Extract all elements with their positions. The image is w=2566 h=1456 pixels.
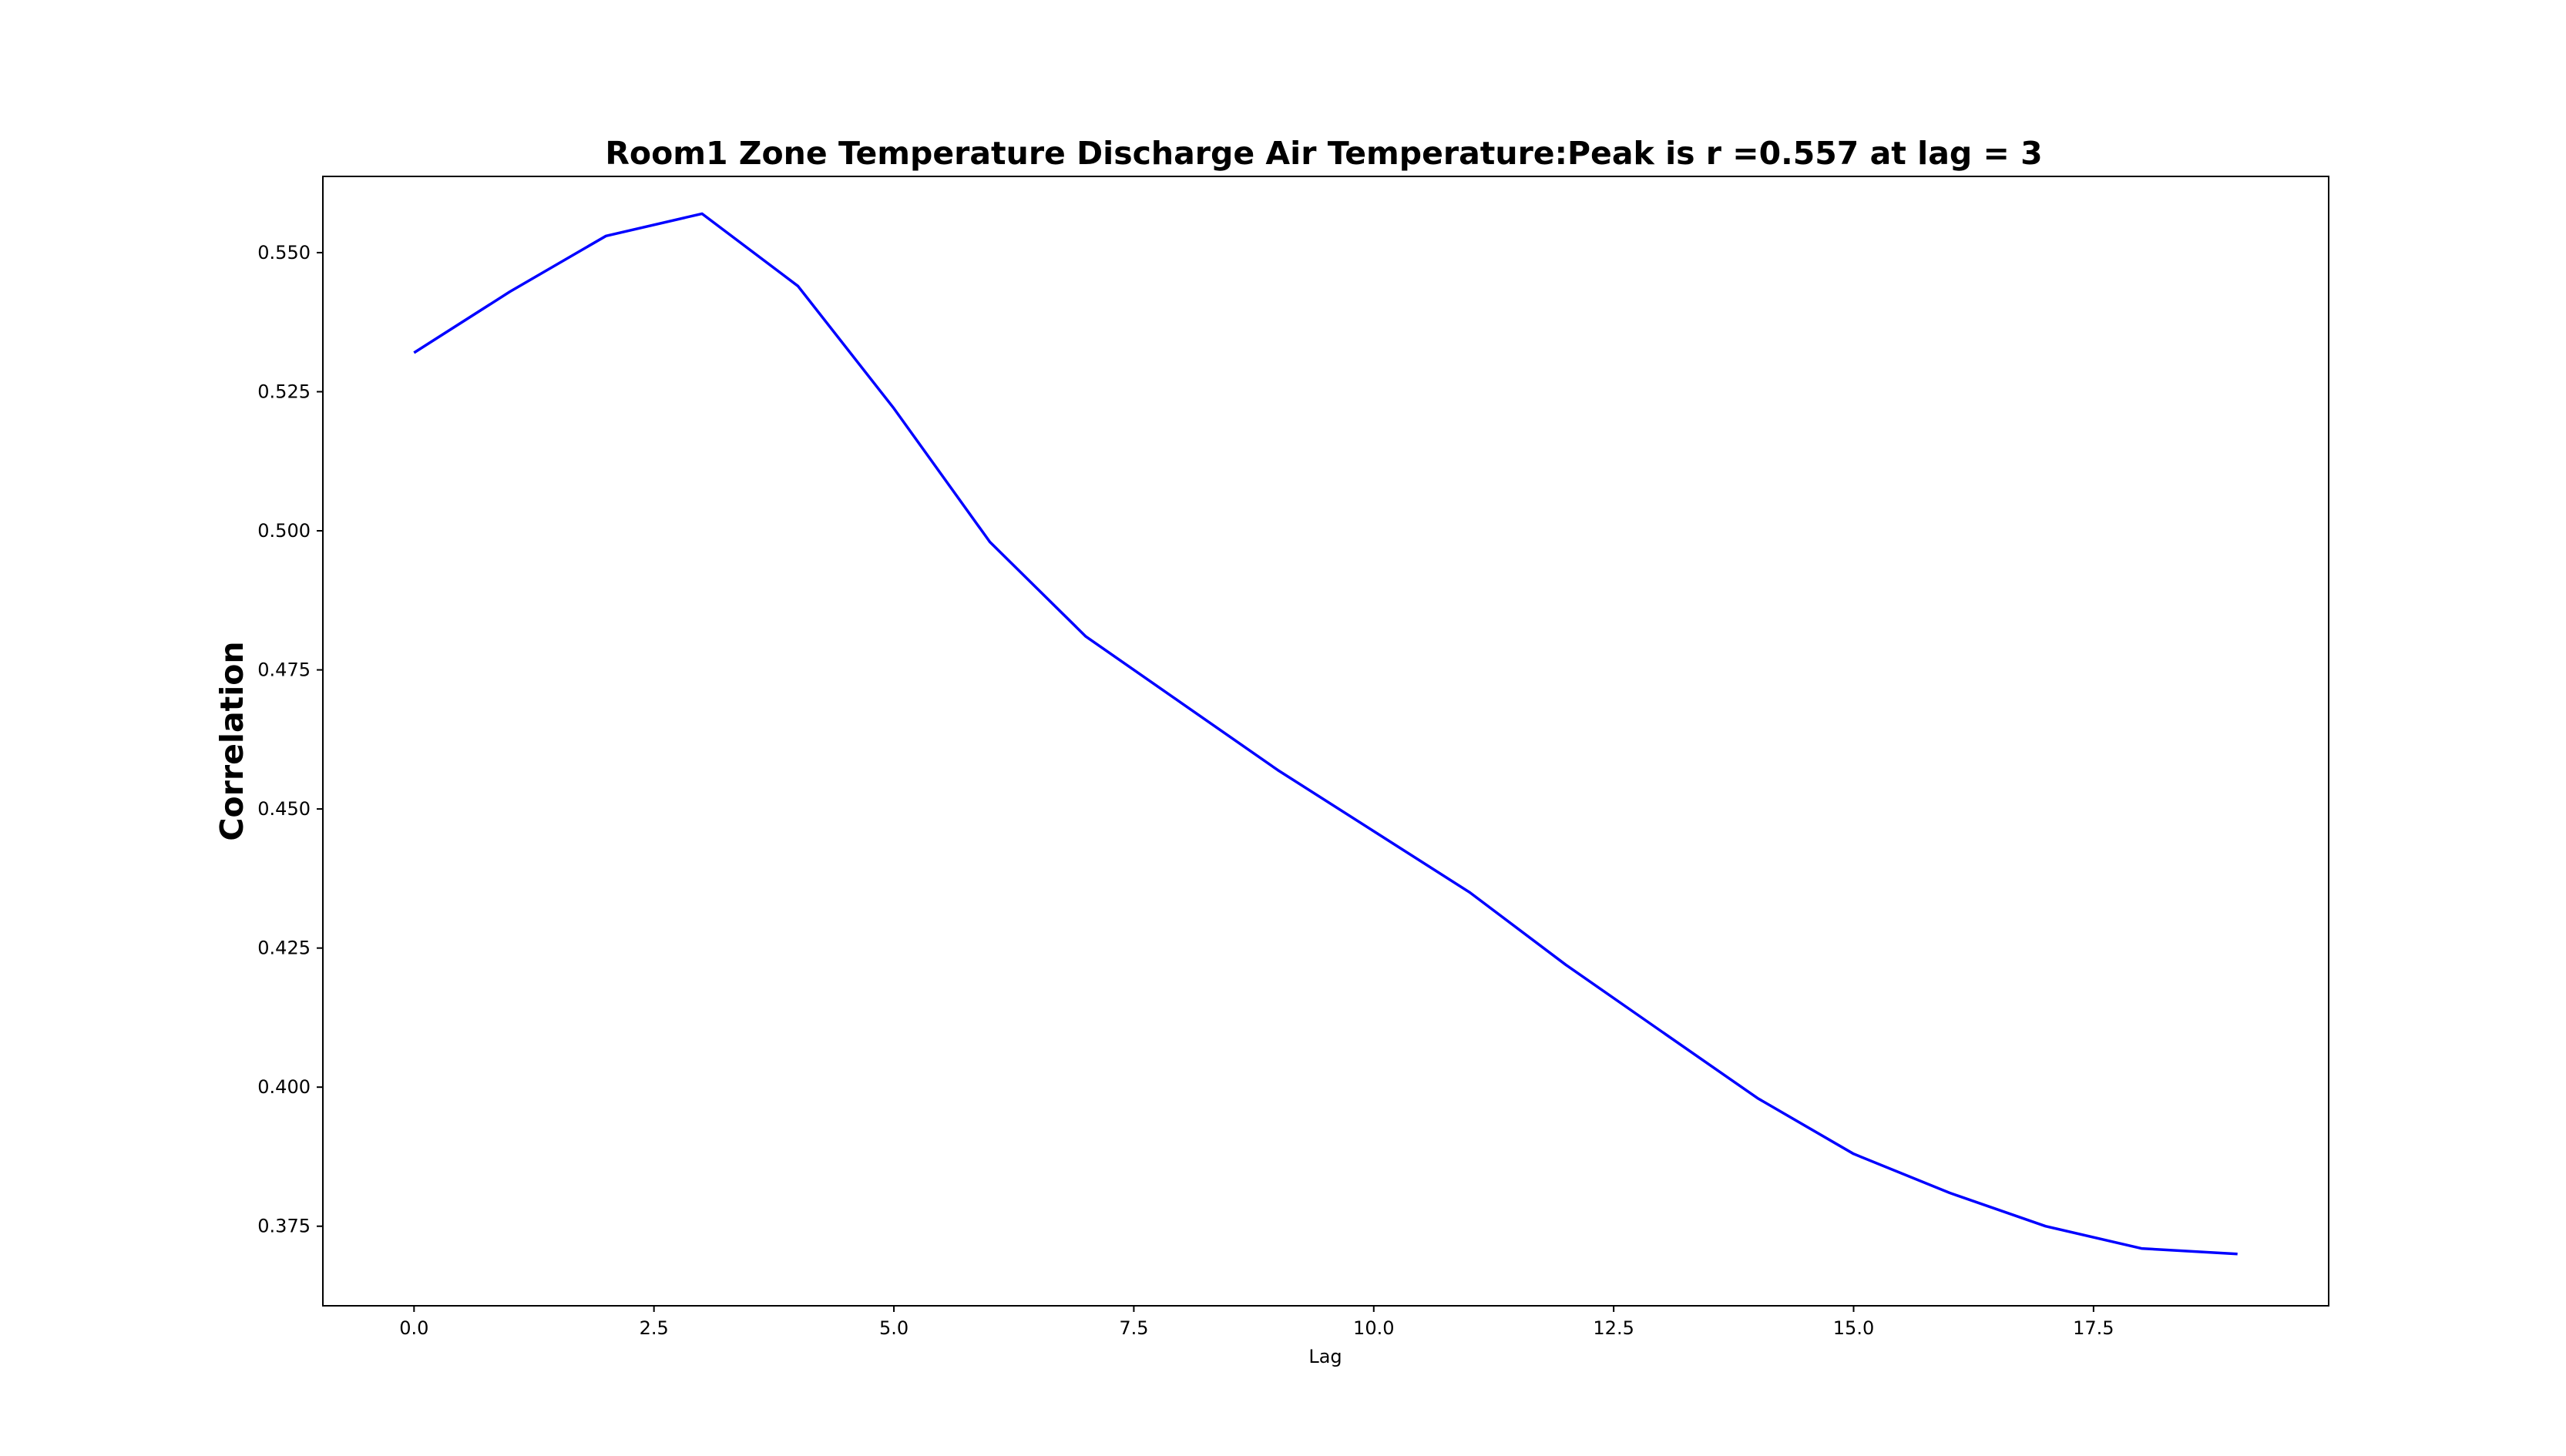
- x-tick-label: 7.5: [1119, 1317, 1148, 1339]
- x-axis-title: Lag: [1308, 1346, 1342, 1367]
- x-tick-label: 5.0: [879, 1317, 909, 1339]
- x-tick-label: 15.0: [1833, 1317, 1874, 1339]
- series-layer: [413, 212, 2238, 1256]
- plot-area: [322, 176, 2329, 1307]
- x-tick-label: 2.5: [640, 1317, 669, 1339]
- y-tick-label: 0.475: [257, 659, 311, 681]
- y-tick-label: 0.450: [257, 798, 311, 820]
- y-tick-label: 0.525: [257, 381, 311, 402]
- y-tick-label: 0.500: [257, 520, 311, 542]
- y-tick-label: 0.375: [257, 1216, 311, 1237]
- series-line: [413, 212, 2238, 1256]
- y-tick-label: 0.425: [257, 938, 311, 959]
- x-tick-label: 17.5: [2073, 1317, 2114, 1339]
- plot-frame: [322, 176, 2329, 1307]
- chart-title: Room1 Zone Temperature Discharge Air Tem…: [605, 135, 2042, 172]
- y-tick-label: 0.400: [257, 1076, 311, 1098]
- x-axis: 0.0 2.5 5.0 7.5 10.0 12.5 15.0 17.5: [399, 1306, 2114, 1339]
- x-tick-label: 10.0: [1353, 1317, 1394, 1339]
- y-axis: 0.375 0.400 0.425 0.450 0.475 0.500 0.525 0.550: [257, 242, 323, 1237]
- y-axis-title: Correlation: [213, 641, 250, 840]
- y-tick-label: 0.550: [257, 242, 311, 263]
- x-tick-label: 0.0: [399, 1317, 428, 1339]
- x-tick-label: 12.5: [1593, 1317, 1634, 1339]
